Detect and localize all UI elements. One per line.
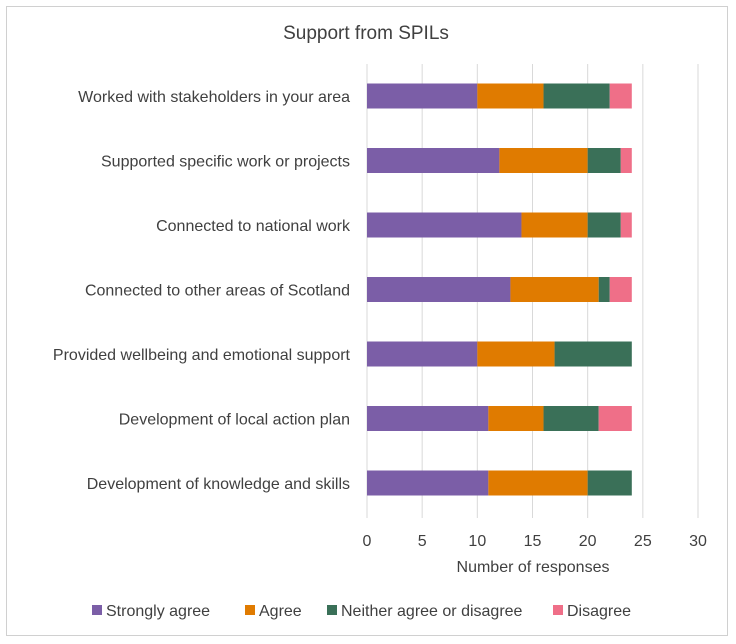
category-label: Connected to other areas of Scotland [85,283,350,300]
bar-segment [367,470,489,496]
legend-swatch [245,605,255,615]
category-label: Development of knowledge and skills [87,476,350,493]
bar-segment [367,148,500,173]
x-tick-label: 25 [634,533,652,550]
bar-segment [609,83,632,109]
bar-segment [477,83,544,109]
bar-segment [620,148,632,173]
bar-segment [598,277,610,302]
category-labels: Worked with stakeholders in your area Sup… [53,89,351,493]
bar-segment [477,341,555,367]
legend-swatch [92,605,102,615]
bar-segment [367,341,478,367]
bar-segment [620,212,632,238]
category-label: Development of local action plan [119,412,350,429]
legend: Strongly agree Agree Neither agree or disa… [92,603,631,620]
category-label: Provided wellbeing and emotional support [53,347,351,364]
bar-segment [367,277,511,302]
bar-segment [587,470,632,496]
bar-segment [521,212,588,238]
legend-label: Agree [259,603,302,620]
legend-swatch [553,605,563,615]
bar-segment [488,470,588,496]
x-axis-title: Number of responses [457,559,610,576]
bar-segment [543,406,599,431]
x-tick-label: 5 [418,533,427,550]
x-tick-label: 30 [689,533,707,550]
x-tick-label: 15 [524,533,542,550]
bar-segment [543,83,610,109]
x-tick-labels: 0 5 10 15 20 25 30 [363,533,707,550]
bar-segment [554,341,632,367]
bar-segment [587,212,621,238]
legend-label: Strongly agree [106,603,210,620]
legend-swatch [327,605,337,615]
x-tick-label: 20 [579,533,597,550]
legend-label: Disagree [567,603,631,620]
chart-title: Support from SPILs [283,23,449,44]
bar-segment [367,406,489,431]
bar-segment [499,148,588,173]
x-tick-label: 0 [363,533,372,550]
bar-segment [598,406,632,431]
bar-segment [510,277,599,302]
bars [367,83,632,496]
bar-segment [609,277,632,302]
bar-segment [367,83,478,109]
category-label: Connected to national work [156,218,351,235]
category-label: Supported specific work or projects [101,154,350,171]
bar-segment [488,406,544,431]
bar-segment [367,212,522,238]
category-label: Worked with stakeholders in your area [78,89,350,106]
x-tick-label: 10 [468,533,486,550]
bar-segment [587,148,621,173]
legend-label: Neither agree or disagree [341,603,523,620]
